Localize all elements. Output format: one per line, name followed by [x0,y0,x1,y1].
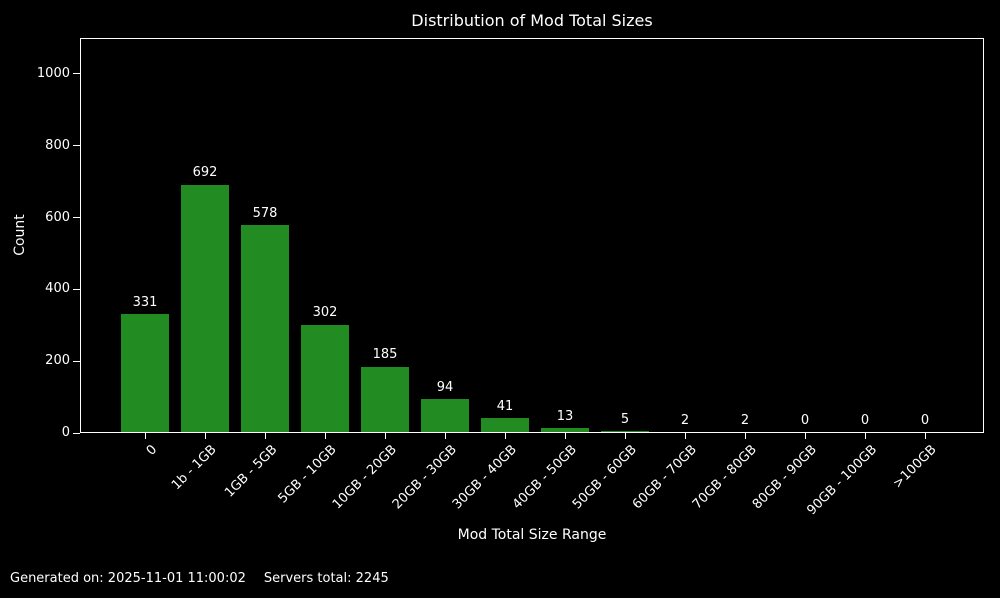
x-tick-mark [684,433,686,439]
footer-generated-text: Generated on: 2025-11-01 11:00:02 [10,571,246,586]
bar-value-label: 2 [680,412,690,428]
bar [181,184,229,433]
y-axis: 0 200 400 600 800 1000 [0,38,80,440]
bar-value-label: 94 [436,379,454,395]
x-tick-label: >100GB [890,442,940,492]
x-tick-mark [924,433,926,439]
bar-value-label: 5 [620,411,630,427]
bar [121,314,169,433]
bar [421,399,469,433]
x-tick-mark [264,433,266,439]
x-tick-label: 0 [143,442,160,459]
bar-value-label: 13 [556,408,574,424]
bar-value-label: 0 [920,413,930,429]
x-tick-mark [444,433,446,439]
bar [241,225,289,433]
x-tick-mark [864,433,866,439]
y-tick-mark [73,432,80,434]
bar-value-label: 41 [496,398,514,414]
bar [301,324,349,433]
x-tick-mark [504,433,506,439]
x-tick-mark [324,433,326,439]
bar [541,428,589,433]
footer-servers-total: Servers total: 2245 [263,571,389,586]
y-tick-label: 0 [61,425,70,440]
x-tick-label: 5GB - 10GB [275,442,340,507]
bar-value-label: 331 [132,294,158,310]
bar-value-label: 692 [192,164,218,180]
x-tick-mark [204,433,206,439]
x-tick-mark [144,433,146,439]
y-tick-label: 200 [45,353,70,369]
bar-value-label: 578 [252,205,278,221]
bar [361,366,409,433]
bar [481,418,529,433]
bar-value-label: 0 [800,413,810,429]
y-tick-label: 600 [45,209,70,225]
y-tick-mark [73,217,80,219]
x-tick-mark [624,433,626,439]
bar-value-label: 302 [312,304,338,320]
x-tick-label: 1GB - 5GB [221,442,280,501]
y-tick-mark [73,360,80,362]
bar-value-label: 2 [740,412,750,428]
x-axis: 0 1b - 1GB 1GB - 5GB 5GB - 10GB 10GB - 20GB 2… [80,433,984,543]
bar-value-label: 0 [860,413,870,429]
bar-value-label: 185 [372,346,398,362]
bottom-divider [0,598,1000,600]
y-tick-label: 1000 [36,65,70,81]
x-tick-mark [804,433,806,439]
y-tick-mark [73,288,80,290]
x-tick-label: 1b - 1GB [169,442,220,494]
x-tick-mark [564,433,566,439]
x-axis-label: Mod Total Size Range [457,527,607,543]
y-tick-label: 800 [45,137,70,153]
footer: Generated on: 2025-11-01 11:00:02 Servers… [10,571,389,586]
x-tick-mark [384,433,386,439]
plot-area: 331 692 578 302 185 94 41 13 5 2 2 0 0 0 [80,38,984,433]
chart-title: Distribution of Mod Total Sizes [411,11,653,30]
y-tick-label: 400 [45,281,70,297]
y-tick-mark [73,145,80,147]
x-tick-mark [744,433,746,439]
y-tick-mark [73,73,80,75]
